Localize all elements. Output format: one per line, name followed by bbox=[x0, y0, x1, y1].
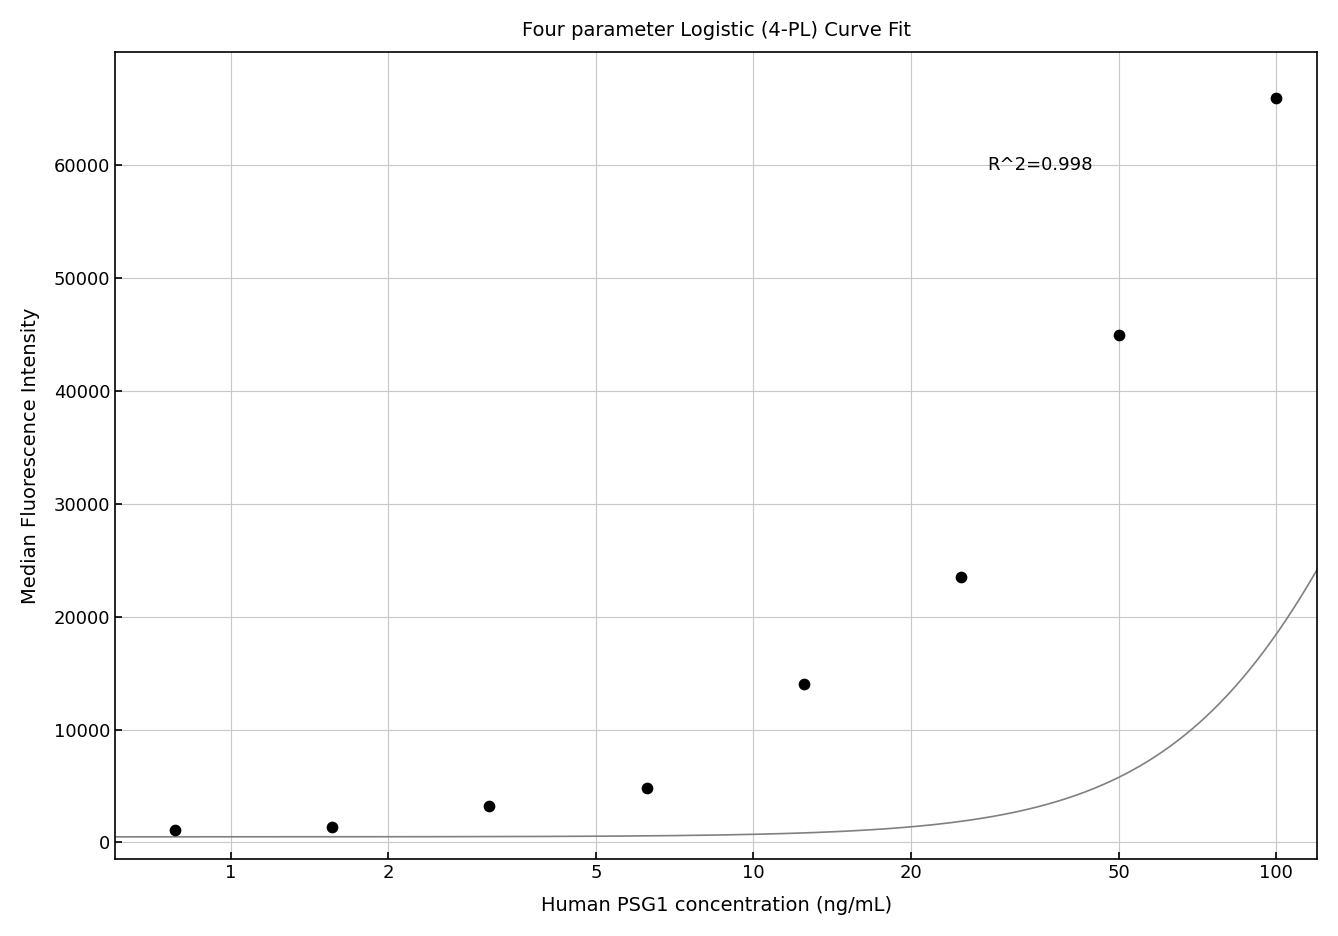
Point bbox=[1108, 328, 1129, 343]
X-axis label: Human PSG1 concentration (ng/mL): Human PSG1 concentration (ng/mL) bbox=[541, 896, 891, 915]
Point bbox=[1266, 90, 1287, 105]
Text: R^2=0.998: R^2=0.998 bbox=[987, 156, 1093, 174]
Title: Four parameter Logistic (4-PL) Curve Fit: Four parameter Logistic (4-PL) Curve Fit bbox=[522, 21, 911, 40]
Point bbox=[636, 781, 657, 796]
Point bbox=[793, 677, 815, 692]
Point bbox=[321, 819, 343, 834]
Y-axis label: Median Fluorescence Intensity: Median Fluorescence Intensity bbox=[21, 308, 40, 604]
Point bbox=[163, 823, 185, 838]
Point bbox=[950, 570, 971, 585]
Point bbox=[479, 799, 500, 814]
